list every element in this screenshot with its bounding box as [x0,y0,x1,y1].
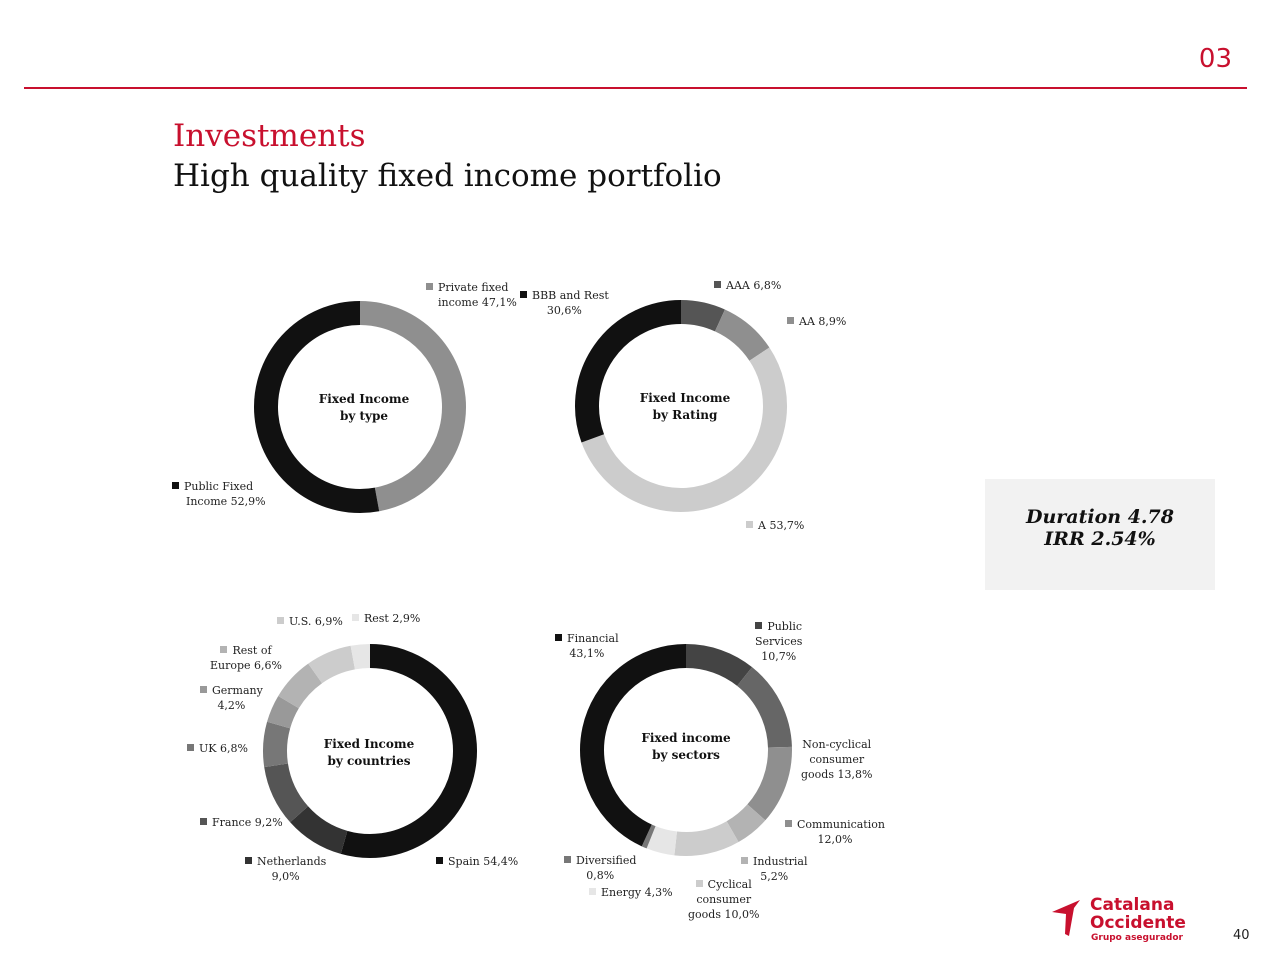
label-uk: UK 6,8% [187,741,248,756]
page-title: Investments [173,118,366,154]
label-france: France 9,2% [200,815,283,830]
label-cyclical: Cyclical consumer goods 10,0% [688,878,760,921]
label-industrial: Industrial 5,2% [741,854,807,884]
label-a: A 53,7% [746,518,804,533]
donut-segment-public-services [685,644,753,687]
donut-segment-netherlands [290,805,348,854]
donut-segment-financial [580,644,687,847]
donut-segment-rest-of-europe [278,663,323,709]
donut-segment-cyclical-consumer-goods [674,821,739,856]
donut-segment-rest [350,644,371,670]
label-private-fixed: Private fixed income 47,1% [426,280,517,310]
donut-segment-energy [646,825,678,856]
donut-sectors [580,644,792,856]
page-subtitle: High quality fixed income portfolio [173,158,722,194]
label-rest-of-europe: Rest of Europe 6,6% [210,644,282,672]
label-energy: Energy 4,3% [589,885,673,900]
donut-segment-industrial [726,804,766,843]
donut-segment-germany [267,695,300,729]
company-logo: Catalana Occidente Grupo asegurador [1050,895,1186,944]
donut-rating-title: Fixed Income by Rating [639,391,731,422]
label-diversified: Diversified 0,8% [564,853,636,883]
donut-countries-title: Fixed Income by countries [323,737,415,768]
logo-tagline: Grupo asegurador [1091,933,1183,943]
label-rest: Rest 2,9% [352,611,420,626]
donut-segment-private-fixed-income [359,301,466,512]
header-divider [24,87,1247,89]
donut-countries [263,644,477,858]
donut-segment-public-fixed-income [254,301,380,513]
donut-type [254,301,466,513]
label-bbb-rest: BBB and Rest 30,6% [520,288,609,318]
section-number: 03 [1198,44,1232,74]
label-aa: AA 8,9% [787,314,846,329]
donut-segment-non-cyclical-consumer-goods [736,667,792,748]
duration-irr-box: Duration 4.78 IRR 2.54% [985,479,1215,590]
donut-segment-communication [747,746,792,821]
irr-value: IRR 2.54% [1044,528,1156,550]
label-public-fixed: Public Fixed Income 52,9% [172,479,266,509]
donut-segment-aa [714,309,770,362]
label-financial: Financial 43,1% [555,631,619,661]
donut-sectors-title: Fixed income by sectors [641,731,731,762]
donut-segment-france [264,763,309,823]
donut-segment-u-s- [308,645,356,684]
donut-segment-diversified [641,824,656,849]
label-germany: Germany 4,2% [200,683,263,713]
label-spain: Spain 54,4% [436,854,518,869]
duration-value: Duration 4.78 [1026,506,1174,528]
label-us: U.S. 6,9% [277,614,343,629]
donut-segment-a [581,347,787,512]
logo-name: Catalana Occidente [1090,895,1186,933]
donut-rating [575,300,787,512]
label-aaa: AAA 6,8% [714,278,781,293]
logo-mark-icon [1052,900,1080,936]
page-number: 40 [1233,928,1250,943]
label-netherlands: Netherlands 9,0% [245,854,326,884]
donut-segment-bbb-and-rest [575,300,682,443]
label-non-cyclical: Non-cyclical consumer goods 13,8% [801,738,873,781]
donut-segment-aaa [680,300,725,332]
label-communication: Communication 12,0% [785,817,885,847]
donut-segment-uk [263,721,291,768]
donut-type-title: Fixed Income by type [318,392,410,423]
donut-segment-spain [340,644,477,858]
label-public-services: Public Services 10,7% [755,620,803,663]
